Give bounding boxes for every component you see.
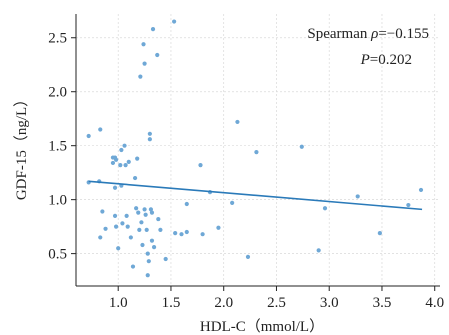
data-point <box>147 131 152 136</box>
data-point <box>145 251 150 256</box>
data-point <box>140 242 145 248</box>
data-point <box>113 157 119 162</box>
data-point <box>163 256 168 262</box>
x-axis-ticks: 1.0 1.5 2.0 2.5 3.0 3.5 4.0 <box>109 286 444 311</box>
data-point <box>122 143 127 148</box>
y-axis-ticks: 0.5 1.0 1.5 2.0 2.5 <box>48 31 76 263</box>
data-point <box>135 156 140 161</box>
x-tick-label: 2.0 <box>214 295 233 311</box>
stat-annotation-line1: Spearman ρ=−0.155 <box>307 26 429 42</box>
data-point <box>125 224 130 229</box>
data-point <box>119 147 124 153</box>
data-point <box>377 231 382 236</box>
data-point <box>124 213 129 218</box>
data-point <box>406 202 411 208</box>
data-point <box>116 246 121 251</box>
x-tick-label: 4.0 <box>425 295 444 311</box>
data-point <box>151 245 157 250</box>
x-tick-label: 1.0 <box>109 295 128 311</box>
data-point <box>235 119 240 125</box>
data-point <box>418 187 424 193</box>
data-point <box>149 238 155 243</box>
data-point <box>184 201 189 207</box>
data-point <box>100 209 105 214</box>
p-symbol: P <box>360 52 370 68</box>
data-point <box>98 235 103 240</box>
data-point <box>112 185 118 190</box>
x-tick-label: 3.5 <box>373 295 392 311</box>
data-point <box>173 231 178 236</box>
y-tick-label: 2.5 <box>48 31 67 47</box>
data-point <box>172 19 177 24</box>
data-point <box>149 210 155 215</box>
x-tick-label: 1.5 <box>162 295 181 311</box>
data-point <box>141 42 146 47</box>
rho-symbol: ρ <box>370 26 378 42</box>
y-tick-label: 1.5 <box>48 139 67 155</box>
data-point <box>136 210 141 215</box>
x-tick-label: 2.5 <box>267 295 286 311</box>
data-point <box>145 273 150 278</box>
data-point <box>245 254 251 259</box>
data-point <box>147 137 152 142</box>
data-point <box>134 206 139 211</box>
data-point <box>179 232 184 237</box>
data-point <box>198 163 203 168</box>
data-point <box>120 221 125 226</box>
data-point <box>118 163 123 168</box>
data-point <box>144 227 149 232</box>
y-axis-title: GDF-15（ng/L） <box>13 92 30 200</box>
data-point <box>112 213 118 218</box>
data-point <box>98 127 103 132</box>
data-point <box>158 227 163 232</box>
data-point <box>322 206 328 211</box>
data-point <box>128 235 133 240</box>
data-point <box>142 207 147 212</box>
trend-line <box>88 180 423 211</box>
data-point <box>254 150 259 155</box>
grid <box>76 14 440 286</box>
y-tick-label: 2.0 <box>48 85 67 101</box>
data-point <box>86 133 91 139</box>
data-point <box>148 207 154 212</box>
x-axis-title: HDL-C（mmol/L） <box>200 318 324 335</box>
data-point <box>130 264 136 269</box>
data-point <box>137 227 142 232</box>
data-point <box>113 224 119 229</box>
stat-annotation-line2: P=0.202 <box>360 52 412 68</box>
data-point <box>156 216 161 222</box>
y-tick-label: 0.5 <box>48 247 67 263</box>
data-point <box>103 226 108 231</box>
data-point <box>230 200 235 205</box>
data-point <box>316 248 321 253</box>
data-point <box>216 225 221 230</box>
data-point <box>143 212 148 217</box>
data-point <box>184 229 189 235</box>
data-point <box>299 144 304 149</box>
data-point <box>200 232 205 237</box>
data-point <box>139 220 144 225</box>
data-point <box>150 27 156 32</box>
data-points <box>86 19 424 278</box>
data-point <box>146 259 151 264</box>
x-tick-label: 3.0 <box>320 295 339 311</box>
data-point <box>126 159 131 164</box>
data-point <box>142 61 147 66</box>
data-point <box>355 194 360 199</box>
data-point <box>123 163 128 168</box>
data-point <box>132 175 138 181</box>
data-point <box>138 74 143 79</box>
data-point <box>155 52 160 58</box>
y-tick-label: 1.0 <box>48 193 67 209</box>
data-point <box>110 160 116 166</box>
